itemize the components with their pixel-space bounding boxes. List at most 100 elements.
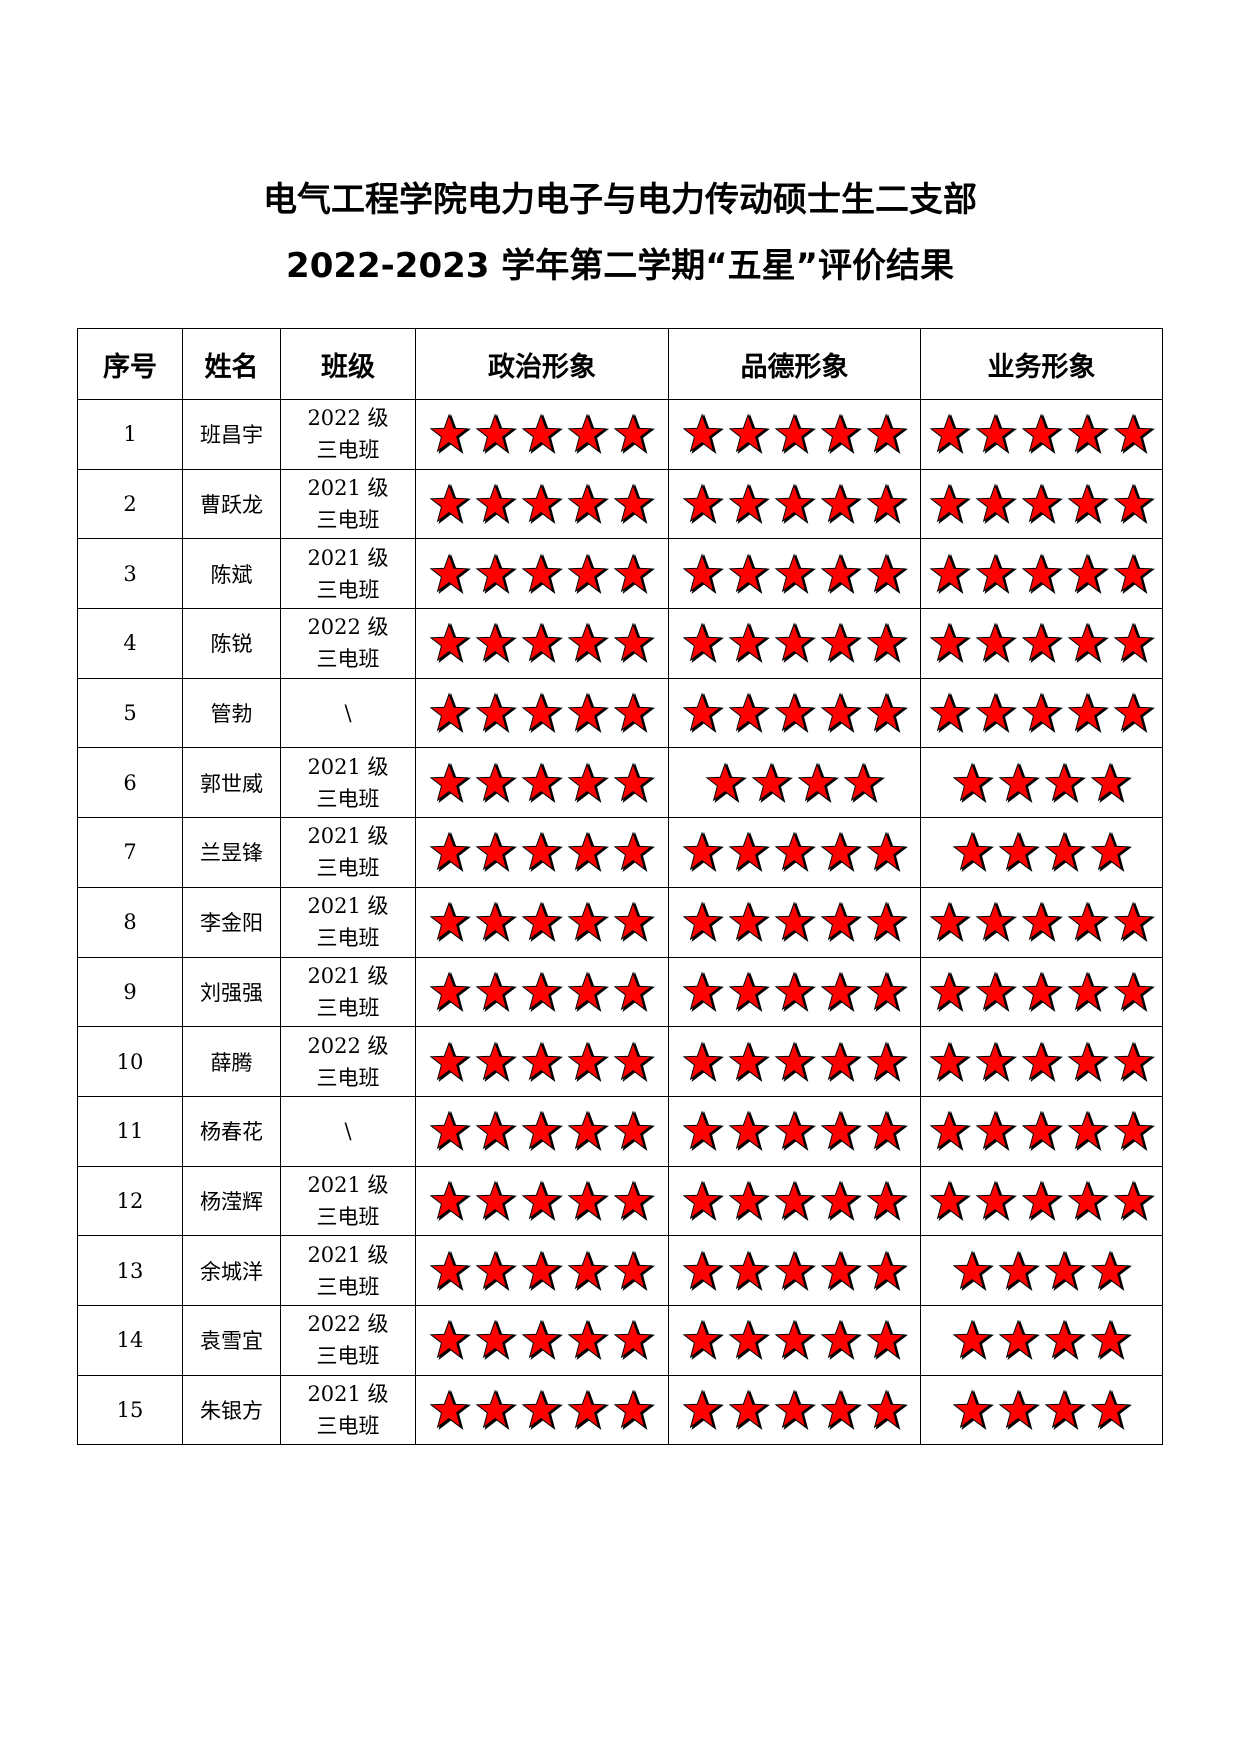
work-rating (920, 747, 1163, 819)
star-icon (929, 971, 971, 1012)
star-icon (929, 1180, 971, 1221)
star-icon (613, 413, 655, 455)
star-icon (682, 1319, 724, 1361)
star-icon (1021, 1041, 1063, 1082)
star-icon (1021, 1110, 1063, 1152)
star-icon (952, 1389, 994, 1431)
star-icon (952, 831, 994, 873)
star-icon (567, 1250, 609, 1291)
class-name: 三电班 (316, 508, 380, 533)
class-year: 2021 级 (307, 476, 389, 501)
star-icon (613, 622, 655, 664)
student-name: 袁雪宜 (182, 1304, 281, 1376)
star-icon (866, 1250, 908, 1291)
star-icon (998, 831, 1040, 873)
star-icon (728, 1389, 770, 1431)
star-icon (521, 413, 563, 455)
star-icon (1067, 1041, 1109, 1082)
star-icon (929, 413, 971, 455)
class-year: 2021 级 (307, 1381, 389, 1406)
work-rating (920, 1026, 1163, 1097)
star-icon (429, 1180, 471, 1221)
class-year: \ (344, 1119, 352, 1144)
star-icon (567, 1319, 609, 1361)
class-name: 三电班 (316, 856, 380, 881)
table-row: 2 曹跃龙 2021 级三电班 (77, 468, 1163, 540)
star-icon (728, 1250, 770, 1291)
row-number: 7 (77, 817, 183, 888)
star-icon (1090, 1389, 1132, 1431)
student-name: 管勃 (182, 677, 281, 749)
star-icon (929, 692, 971, 734)
student-name: 陈斌 (182, 538, 281, 610)
star-icon (774, 1180, 816, 1221)
star-icon (998, 1319, 1040, 1361)
table-row: 6 郭世威 2021 级三电班 (77, 747, 1163, 819)
political-rating (415, 608, 669, 679)
star-icon (1021, 692, 1063, 734)
class-cell: 2021 级三电班 (280, 747, 416, 819)
star-icon (774, 1041, 816, 1082)
star-icon (975, 622, 1017, 664)
star-icon (1021, 1180, 1063, 1221)
political-rating (415, 1374, 669, 1446)
star-icon (682, 831, 724, 873)
table-row: 7 兰昱锋 2021 级三电班 (77, 817, 1163, 888)
star-icon (866, 1389, 908, 1431)
star-icon (929, 1041, 971, 1082)
work-rating (920, 399, 1163, 470)
star-icon (613, 971, 655, 1012)
star-icon (475, 1110, 517, 1152)
class-year: 2021 级 (307, 1242, 389, 1267)
moral-rating (668, 608, 921, 679)
star-icon (682, 413, 724, 455)
row-number: 9 (77, 956, 183, 1028)
star-icon (1090, 831, 1132, 873)
star-icon (521, 762, 563, 803)
star-icon (475, 1041, 517, 1082)
class-name: 三电班 (316, 1274, 380, 1299)
star-icon (429, 1389, 471, 1431)
political-rating (415, 399, 669, 470)
star-icon (1021, 483, 1063, 525)
star-icon (866, 553, 908, 594)
star-icon (475, 971, 517, 1012)
row-number: 13 (77, 1235, 183, 1306)
star-icon (820, 831, 862, 873)
star-icon (429, 483, 471, 525)
star-icon (475, 413, 517, 455)
star-icon (475, 1319, 517, 1361)
moral-rating (668, 747, 921, 819)
star-icon (1067, 413, 1109, 455)
star-icon (952, 1319, 994, 1361)
star-icon (1090, 1319, 1132, 1361)
star-icon (843, 762, 885, 803)
moral-rating (668, 468, 921, 540)
star-icon (774, 1389, 816, 1431)
table-row: 5 管勃 \ (77, 677, 1163, 749)
star-icon (1021, 622, 1063, 664)
star-icon (975, 553, 1017, 594)
star-icon (929, 901, 971, 943)
star-icon (1021, 553, 1063, 594)
class-year: 2021 级 (307, 894, 389, 919)
star-icon (728, 483, 770, 525)
star-icon (567, 901, 609, 943)
star-icon (820, 692, 862, 734)
star-icon (866, 901, 908, 943)
work-rating (920, 608, 1163, 679)
moral-rating (668, 886, 921, 958)
star-icon (521, 483, 563, 525)
star-icon (998, 1389, 1040, 1431)
star-icon (567, 553, 609, 594)
star-icon (475, 831, 517, 873)
political-rating (415, 747, 669, 819)
star-icon (1113, 1041, 1155, 1082)
star-icon (1044, 1319, 1086, 1361)
star-icon (1067, 692, 1109, 734)
header-moral: 品德形象 (668, 328, 921, 400)
star-icon (429, 553, 471, 594)
student-name: 郭世威 (182, 747, 281, 819)
star-icon (929, 1110, 971, 1152)
star-icon (613, 553, 655, 594)
